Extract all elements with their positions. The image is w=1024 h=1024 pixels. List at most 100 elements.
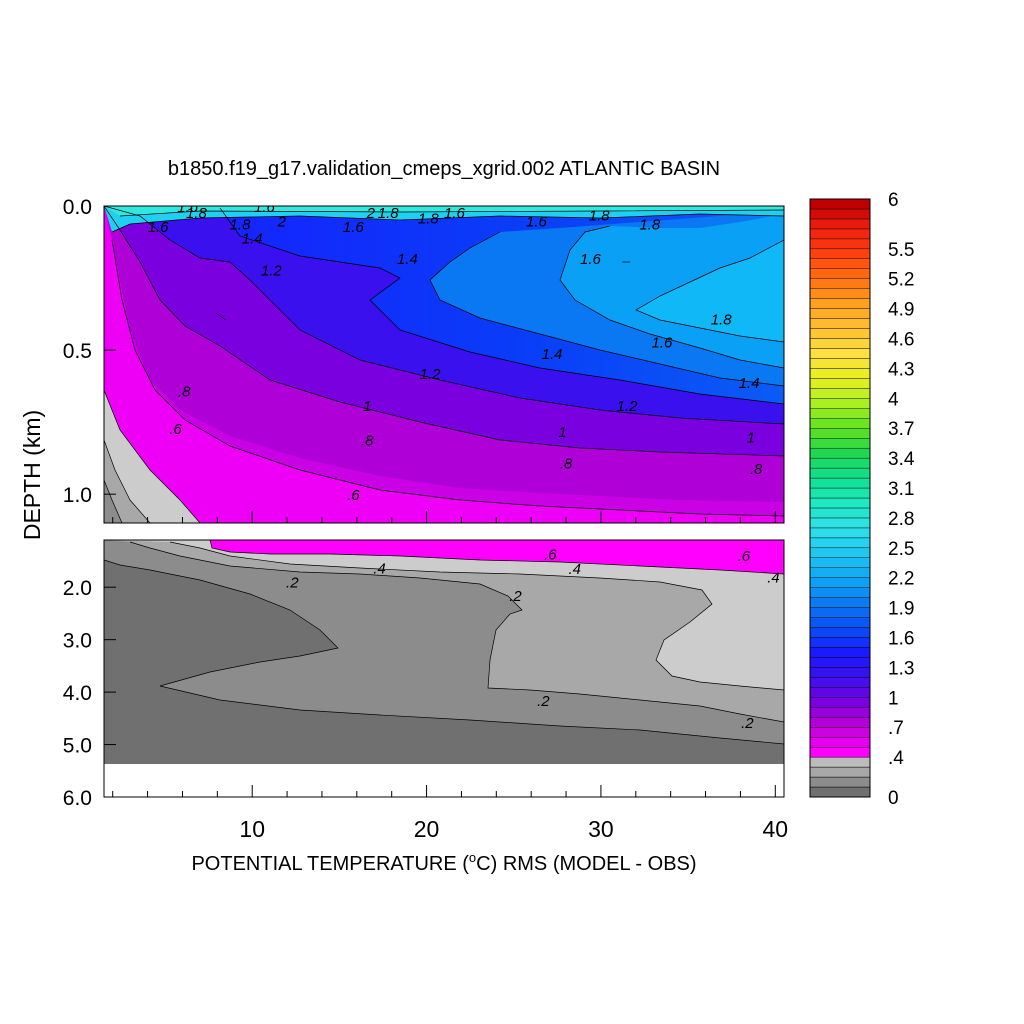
contour-label: 1.4 (739, 375, 760, 392)
colorbar-swatch (809, 408, 871, 419)
contour-label: 1.8 (589, 208, 611, 225)
contour-label: 1.6 (148, 219, 170, 236)
colorbar-label: 0 (888, 788, 899, 809)
upper-panel-frame (103, 205, 785, 524)
colorbar-swatch (809, 597, 871, 608)
colorbar-swatch (809, 418, 871, 429)
colorbar-label: 1.3 (888, 658, 914, 679)
colorbar-swatch (809, 637, 871, 648)
colorbar-label: 3.1 (888, 479, 914, 500)
x-axis-label-main: POTENTIAL TEMPERATURE ( (191, 853, 469, 875)
contour-label: .4 (767, 570, 780, 587)
contour-fill-0-2 (104, 390, 200, 523)
contour-label: 1.2 (617, 398, 639, 415)
contour-label: 1.8 (639, 216, 661, 233)
colorbar-label: 2.2 (888, 569, 914, 590)
colorbar-swatch (809, 587, 871, 598)
contour-fill-lower-0-3 (104, 540, 784, 690)
colorbar-swatch (809, 667, 871, 678)
colorbar: 6 5.5 5.2 4.9 4.6 4.3 4 3.7 3.4 3.1 2.8 2.5 2.2 1.9 1.… (809, 190, 915, 809)
contour-label: .4 (373, 560, 386, 577)
colorbar-label: .4 (888, 748, 904, 769)
colorbar-swatch (809, 368, 871, 379)
contour-label: 1.8 (711, 311, 733, 328)
contour-label: .8 (361, 432, 374, 449)
colorbar-swatch (809, 527, 871, 539)
colorbar-label: 3.7 (888, 419, 914, 440)
colorbar-swatch (809, 208, 871, 220)
contour-label: 2 (366, 205, 376, 222)
colorbar-swatch (809, 298, 871, 309)
contour-label: 1.6 (652, 334, 674, 351)
y-tick-label-upper: 1.0 (63, 484, 92, 507)
colorbar-swatch (809, 746, 871, 758)
colorbar-label: 4 (888, 389, 899, 410)
colorbar-swatch (809, 697, 871, 708)
colorbar-swatch (809, 547, 871, 558)
colorbar-swatch-gray (809, 766, 871, 778)
colorbar-swatch (809, 278, 871, 289)
contour-label: 1.8 (186, 205, 208, 222)
y-tick-label-upper: 0.5 (63, 340, 92, 363)
contour-label: .2 (509, 588, 522, 605)
contour-label: .8 (750, 461, 763, 478)
colorbar-swatch (809, 457, 871, 469)
colorbar-swatch (809, 248, 871, 259)
colorbar-swatch (809, 288, 871, 299)
colorbar-swatch (809, 677, 871, 688)
colorbar-swatch (809, 687, 871, 698)
contour-label: .2 (537, 693, 550, 710)
y-tick-label-upper: 0.0 (63, 196, 92, 219)
colorbar-swatch (809, 228, 871, 240)
contour-label: 1.6 (526, 213, 548, 230)
colorbar-swatch (809, 477, 871, 489)
contour-label: 1.8 (230, 216, 252, 233)
colorbar-label: 4.3 (888, 359, 914, 380)
contour-label: .6 (738, 548, 751, 565)
colorbar-swatch (809, 328, 871, 339)
contour-label: 1.4 (242, 231, 263, 248)
contour-fill-surface (104, 206, 784, 232)
lower-panel-frame (103, 539, 785, 798)
x-tick-label: 30 (588, 816, 614, 842)
contour-label: 1.6 (254, 199, 276, 216)
colorbar-swatch (809, 507, 871, 519)
contour-label: 1.6 (177, 199, 199, 216)
colorbar-swatch (809, 338, 871, 349)
y-tick-label-lower: 6.0 (63, 787, 92, 810)
contour-label: .4 (569, 561, 582, 578)
colorbar-swatch (809, 348, 871, 359)
contour-fill-0-1 (104, 440, 150, 523)
contour-fill-lower-0-2 (104, 540, 784, 722)
colorbar-swatch (809, 438, 871, 449)
colorbar-frame (809, 198, 871, 798)
contour-label: 1.4 (542, 346, 563, 363)
colorbar-swatch (809, 487, 871, 499)
colorbar-label: 2.5 (888, 539, 914, 560)
colorbar-swatch (809, 617, 871, 628)
colorbar-swatch (809, 577, 871, 588)
contour-label: .8 (560, 455, 573, 472)
colorbar-swatch (809, 567, 871, 578)
colorbar-swatch (809, 398, 871, 409)
colorbar-swatch (809, 607, 871, 618)
x-tick-label: 10 (239, 816, 265, 842)
contour-label: .2 (286, 574, 299, 591)
colorbar-swatch (809, 308, 871, 319)
colorbar-swatch (809, 358, 871, 369)
colorbar-label: 5.5 (888, 240, 914, 261)
colorbar-swatch (809, 238, 871, 250)
contour-fill-lower-0-4 (210, 540, 784, 574)
contour-label: .6 (347, 487, 360, 504)
contour-label: .6 (544, 547, 557, 564)
colorbar-swatch (809, 627, 871, 638)
colorbar-swatch (809, 467, 871, 479)
colorbar-swatch (809, 497, 871, 509)
colorbar-swatch (809, 218, 871, 230)
y-tick-label-lower: 5.0 (63, 735, 92, 758)
colorbar-label: 5.2 (888, 270, 914, 291)
contour-label: 1.6 (444, 205, 466, 222)
colorbar-label: 6 (888, 190, 899, 211)
colorbar-swatch (809, 318, 871, 329)
